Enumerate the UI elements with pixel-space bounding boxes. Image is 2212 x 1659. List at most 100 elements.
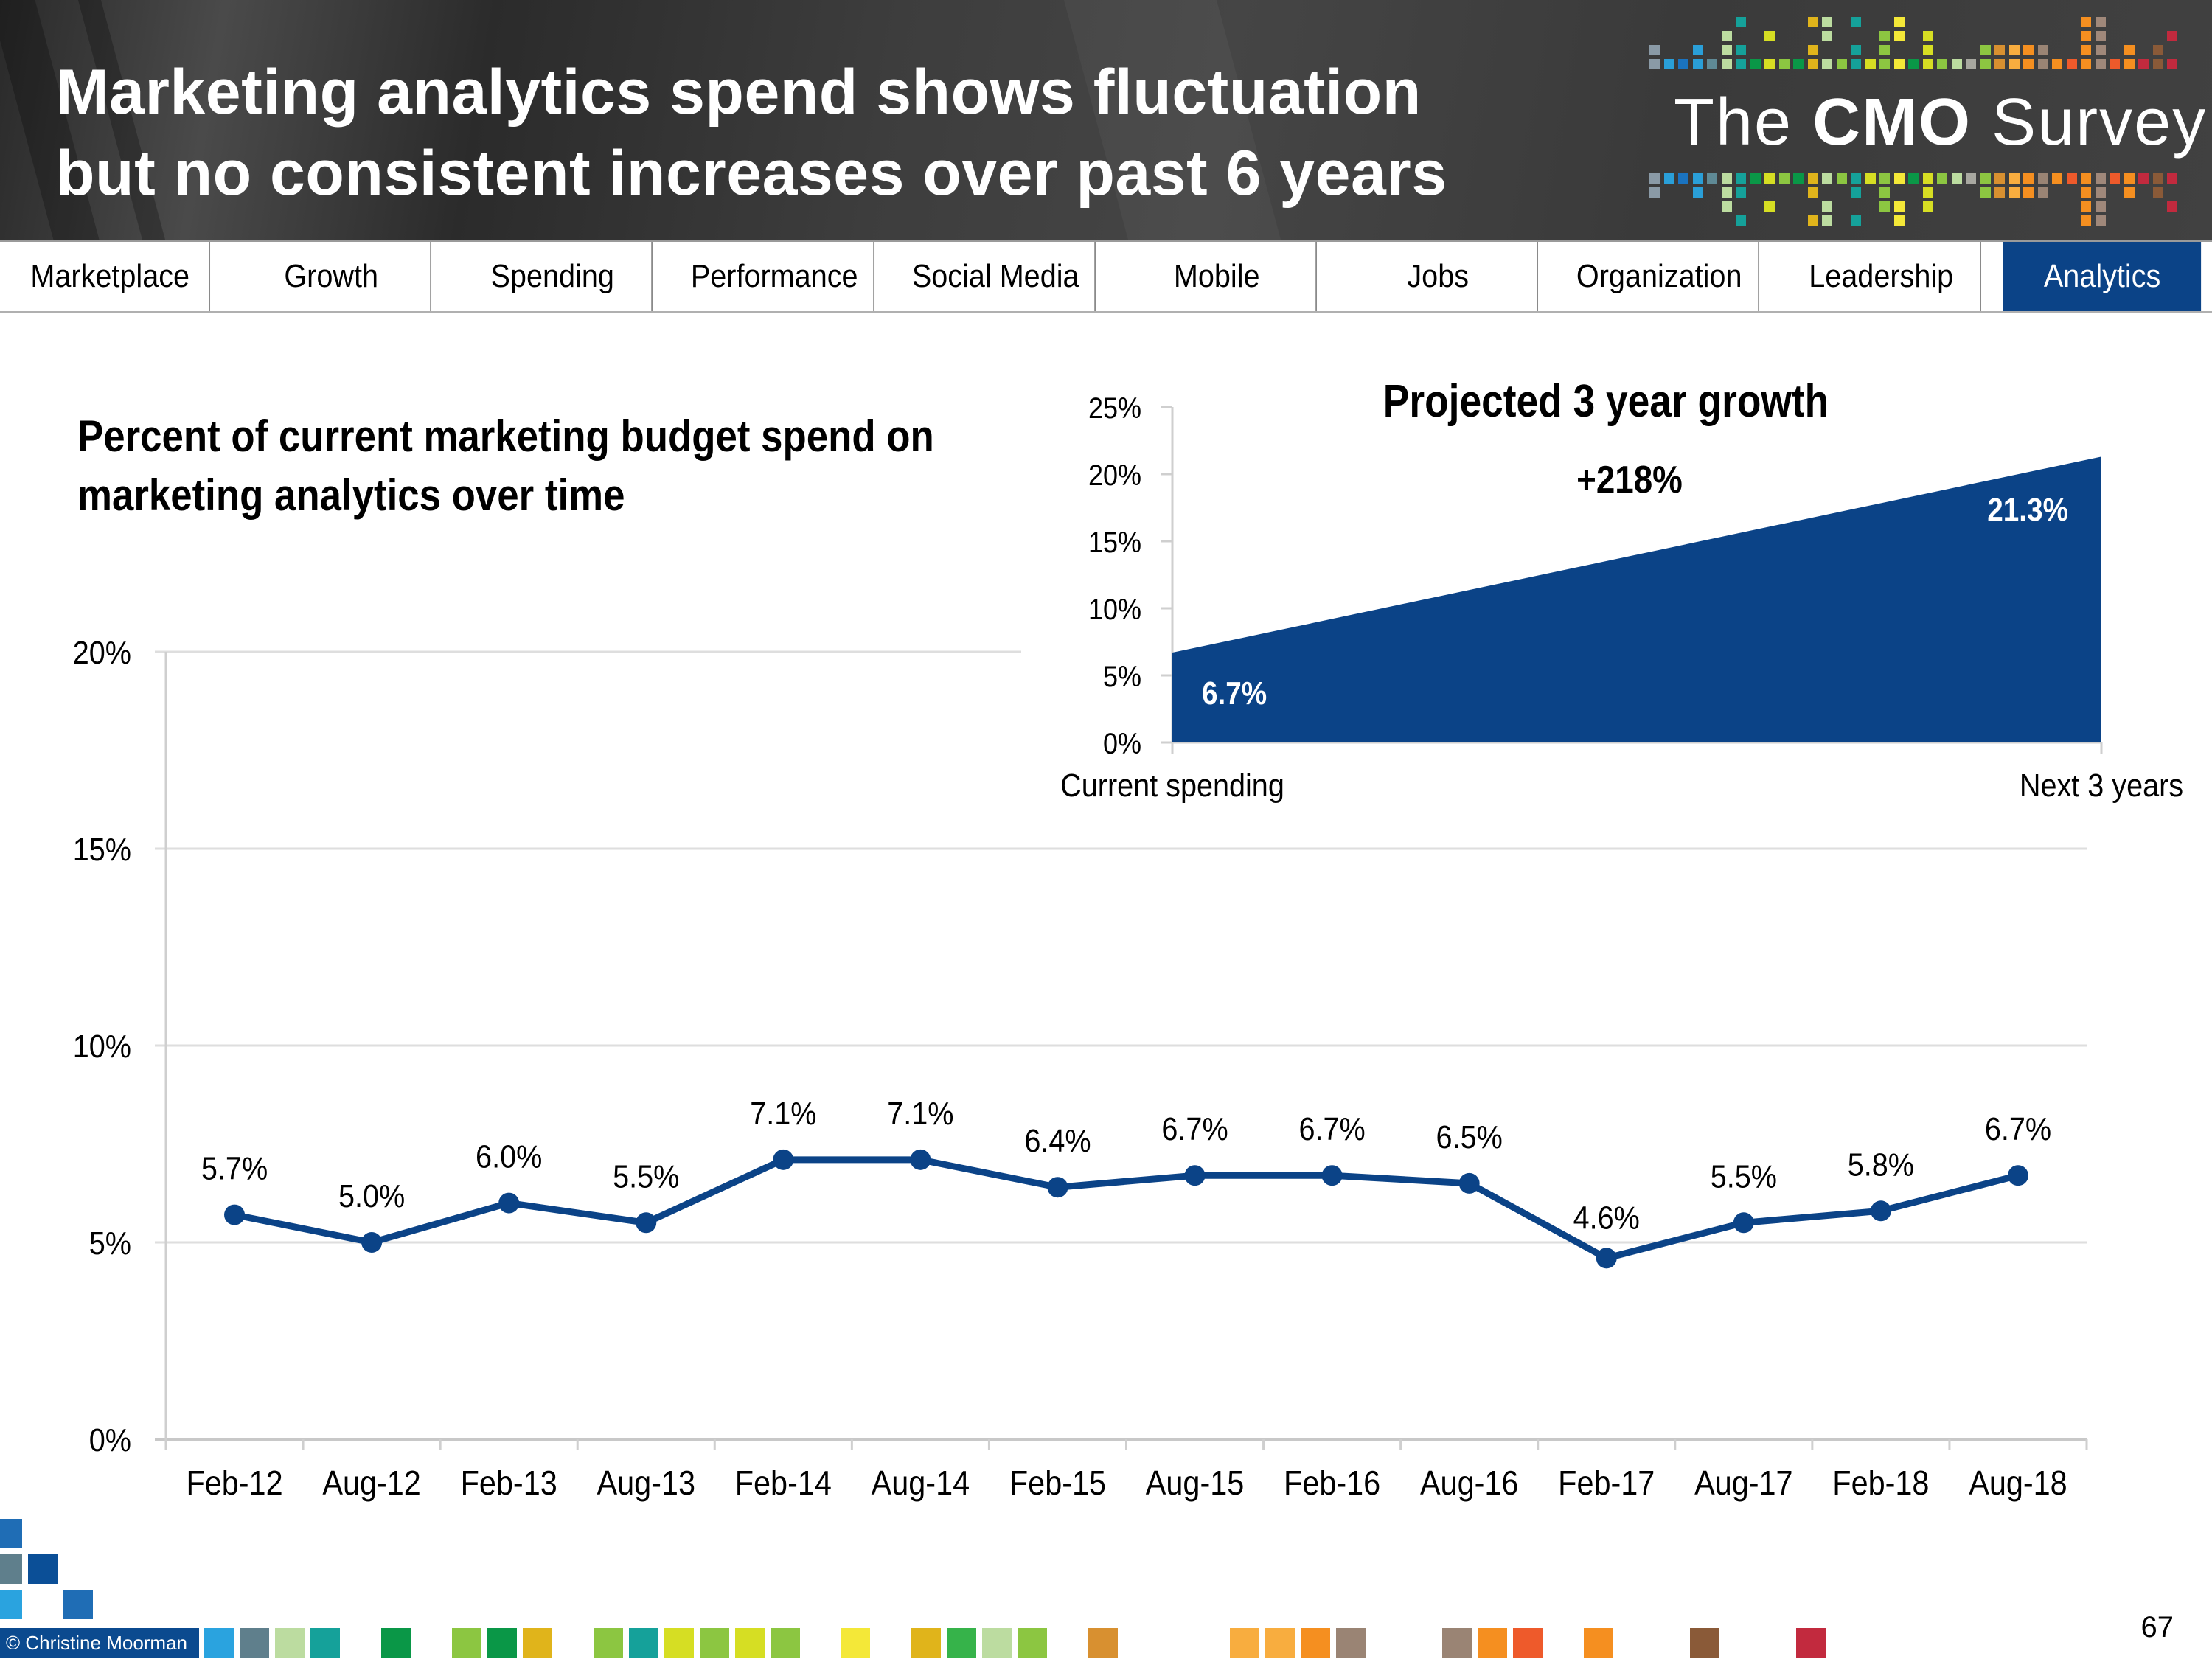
x-tick-label: Aug-15 — [1146, 1464, 1244, 1503]
data-label: 6.5% — [1436, 1119, 1503, 1155]
chart-title-line-1: Percent of current marketing budget spen… — [77, 411, 934, 461]
line-chart-gridlines — [155, 650, 2088, 1450]
nav-tab-performance[interactable]: Performance — [675, 242, 874, 311]
nav-tab-social-media[interactable]: Social Media — [897, 242, 1096, 311]
logo-pixel — [1721, 31, 1732, 41]
nav-tab-mobile[interactable]: Mobile — [1118, 242, 1318, 311]
footer-square — [947, 1628, 976, 1658]
footer-square — [735, 1628, 765, 1658]
nav-tab-organization[interactable]: Organization — [1560, 242, 1760, 311]
nav-tab-label: Jobs — [1407, 258, 1470, 294]
logo-pixel — [1793, 173, 1804, 184]
data-label: 6.7% — [1202, 675, 1267, 712]
logo-pixel — [1649, 187, 1660, 198]
logo-pixel — [1764, 31, 1775, 41]
logo-pixel — [2037, 173, 2048, 184]
logo-pixel — [1893, 215, 1905, 226]
y-tick-label: 15% — [73, 831, 131, 867]
data-point — [1047, 1177, 1068, 1198]
chart-title-line-2: marketing analytics over time — [77, 470, 625, 520]
logo-pixel — [1822, 59, 1832, 69]
logo-pixel — [1692, 187, 1703, 198]
logo-pixel — [2023, 173, 2034, 184]
logo-pixel — [2008, 187, 2020, 198]
logo-pixel — [2095, 59, 2106, 69]
nav-tab-leadership[interactable]: Leadership — [1782, 242, 1981, 311]
logo-pixel — [1764, 201, 1775, 212]
logo-pixel — [1807, 45, 1818, 55]
logo-pixel — [1822, 17, 1832, 27]
logo-pixel — [1721, 173, 1732, 184]
nav-tab-analytics[interactable]: Analytics — [2003, 242, 2202, 311]
logo-pixel — [1807, 59, 1818, 69]
logo-pixel — [1994, 59, 2005, 69]
growth-annotation: +218% — [1576, 459, 1683, 501]
data-label: 6.0% — [476, 1138, 542, 1175]
logo-pixel — [1807, 187, 1818, 198]
logo-pixel — [2152, 173, 2163, 184]
logo-pixel — [2152, 45, 2163, 55]
section-nav: Marketplace Growth Spending Performance … — [0, 240, 2212, 313]
x-tick-label: Aug-14 — [872, 1464, 970, 1503]
logo-pixel — [2023, 187, 2034, 198]
y-tick-label: 15% — [1088, 526, 1141, 559]
logo-pixel — [1836, 59, 1847, 69]
logo-pixel — [2095, 17, 2106, 27]
x-tick-label: Feb-13 — [461, 1464, 557, 1503]
footer-square — [1478, 1628, 1507, 1658]
logo-pixel — [1692, 59, 1703, 69]
logo-pixel — [1807, 215, 1818, 226]
logo-pixel — [1879, 187, 1890, 198]
logo-pixel — [2081, 59, 2091, 69]
logo-pixel — [1865, 59, 1876, 69]
logo-pixel — [1994, 187, 2005, 198]
logo-pixel — [2095, 215, 2106, 226]
x-tick-label: Feb-18 — [1832, 1464, 1929, 1503]
logo-pixel — [1893, 59, 1905, 69]
data-point — [1184, 1165, 1206, 1186]
logo-pixel — [2023, 59, 2034, 69]
x-tick-label: Aug-17 — [1694, 1464, 1792, 1503]
logo-pixel — [1879, 201, 1890, 212]
nav-tab-marketplace[interactable]: Marketplace — [11, 242, 211, 311]
logo-pixel — [1663, 59, 1674, 69]
x-tick-label: Feb-12 — [186, 1464, 282, 1503]
footer-square — [1442, 1628, 1472, 1658]
data-label: 6.4% — [1024, 1122, 1091, 1158]
footer-square — [1088, 1628, 1118, 1658]
logo-pixel — [1966, 173, 1976, 184]
data-point — [636, 1212, 657, 1234]
copyright-label: © Christine Moorman — [0, 1628, 199, 1658]
logo-pixel — [2008, 59, 2020, 69]
logo-pixel — [2037, 45, 2048, 55]
logo-pixel — [2037, 187, 2048, 198]
data-label: 5.7% — [201, 1150, 268, 1186]
logo-pixel — [1721, 59, 1732, 69]
logo-pixel — [1736, 45, 1746, 55]
logo-pixel — [1721, 187, 1732, 198]
logo-pixel — [2008, 45, 2020, 55]
footer-square — [841, 1628, 870, 1658]
logo-pixel — [2110, 173, 2120, 184]
area-fill — [1172, 456, 2101, 742]
data-label: 6.7% — [1298, 1110, 1365, 1147]
logo-pixel — [2037, 59, 2048, 69]
x-tick-label: Feb-16 — [1284, 1464, 1380, 1503]
x-tick-label: Feb-17 — [1558, 1464, 1655, 1503]
logo-pixel — [1778, 173, 1790, 184]
logo-pixel — [2167, 173, 2177, 184]
data-point — [1458, 1172, 1480, 1194]
nav-tab-jobs[interactable]: Jobs — [1339, 242, 1539, 311]
logo-pixel — [1663, 173, 1674, 184]
x-tick-label: Feb-14 — [735, 1464, 832, 1503]
logo-pixel — [2081, 173, 2091, 184]
logo-suffix: Survey — [1972, 86, 2208, 159]
y-tick-label: 0% — [1103, 728, 1141, 760]
nav-tab-spending[interactable]: Spending — [453, 242, 653, 311]
logo-pixel — [2023, 45, 2034, 55]
nav-tab-growth[interactable]: Growth — [232, 242, 432, 311]
logo-pixel — [1851, 45, 1861, 55]
logo-pixel — [2124, 187, 2135, 198]
logo-pixel — [1922, 45, 1933, 55]
